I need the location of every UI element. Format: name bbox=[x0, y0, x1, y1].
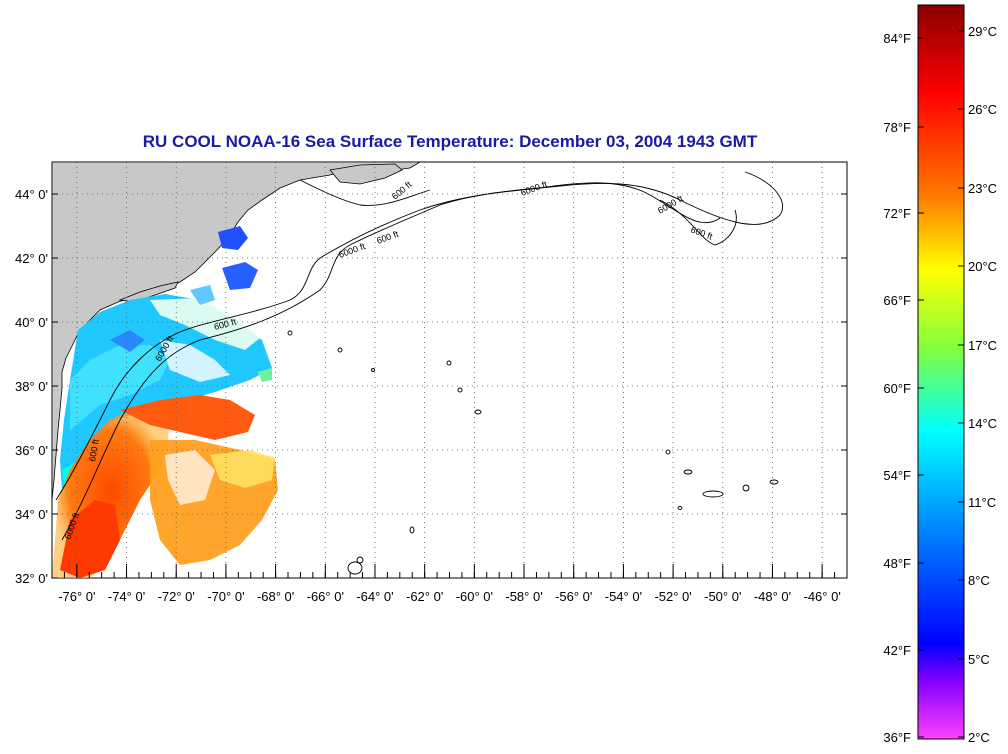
lat-label: 32° 0' bbox=[15, 571, 48, 586]
lon-label: -54° 0' bbox=[605, 589, 642, 604]
colorbar-c-label: 23°C bbox=[968, 181, 997, 196]
lon-label: -64° 0' bbox=[356, 589, 393, 604]
colorbar-f-label: 72°F bbox=[883, 206, 911, 221]
lon-label: -58° 0' bbox=[505, 589, 542, 604]
lon-label: -56° 0' bbox=[555, 589, 592, 604]
sst-field bbox=[52, 226, 278, 578]
colorbar-c-label: 20°C bbox=[968, 259, 997, 274]
lon-label: -62° 0' bbox=[406, 589, 443, 604]
colorbar-c-label: 26°C bbox=[968, 102, 997, 117]
lat-label: 40° 0' bbox=[15, 315, 48, 330]
colorbar-c-label: 8°C bbox=[968, 573, 990, 588]
lon-label: -46° 0' bbox=[804, 589, 841, 604]
colorbar-c-label: 2°C bbox=[968, 730, 990, 745]
lon-label: -52° 0' bbox=[654, 589, 691, 604]
colorbar bbox=[917, 4, 965, 740]
map-title: RU COOL NOAA-16 Sea Surface Temperature:… bbox=[142, 132, 758, 151]
colorbar-f-label: 60°F bbox=[883, 381, 911, 396]
lon-label: -50° 0' bbox=[704, 589, 741, 604]
lon-label: -48° 0' bbox=[754, 589, 791, 604]
colorbar-c-label: 29°C bbox=[968, 24, 997, 39]
colorbar-f-label: 48°F bbox=[883, 556, 911, 571]
lat-label: 44° 0' bbox=[15, 187, 48, 202]
colorbar-c-label: 14°C bbox=[968, 416, 997, 431]
bathymetry-contours bbox=[55, 171, 783, 541]
colorbar-f-label: 54°F bbox=[883, 468, 911, 483]
colorbar-f-label: 42°F bbox=[883, 643, 911, 658]
lon-label: -76° 0' bbox=[58, 589, 95, 604]
colorbar-f-label: 36°F bbox=[883, 730, 911, 745]
lon-label: -68° 0' bbox=[257, 589, 294, 604]
lat-label: 38° 0' bbox=[15, 379, 48, 394]
colorbar-c-label: 17°C bbox=[968, 338, 997, 353]
colorbar-f-label: 66°F bbox=[883, 293, 911, 308]
lat-label: 42° 0' bbox=[15, 251, 48, 266]
contour-label: 600 ft bbox=[87, 438, 101, 462]
nova-scotia bbox=[329, 163, 403, 185]
lon-label: -66° 0' bbox=[307, 589, 344, 604]
lat-label: 36° 0' bbox=[15, 443, 48, 458]
lon-label: -70° 0' bbox=[207, 589, 244, 604]
lon-label: -60° 0' bbox=[456, 589, 493, 604]
colorbar-gradient bbox=[917, 4, 965, 740]
colorbar-f-label: 84°F bbox=[883, 31, 911, 46]
lat-label: 34° 0' bbox=[15, 507, 48, 522]
lon-label: -74° 0' bbox=[108, 589, 145, 604]
colorbar-c-label: 5°C bbox=[968, 652, 990, 667]
colorbar-c-label: 11°C bbox=[968, 495, 996, 510]
colorbar-f-label: 78°F bbox=[883, 120, 911, 135]
lon-label: -72° 0' bbox=[158, 589, 195, 604]
